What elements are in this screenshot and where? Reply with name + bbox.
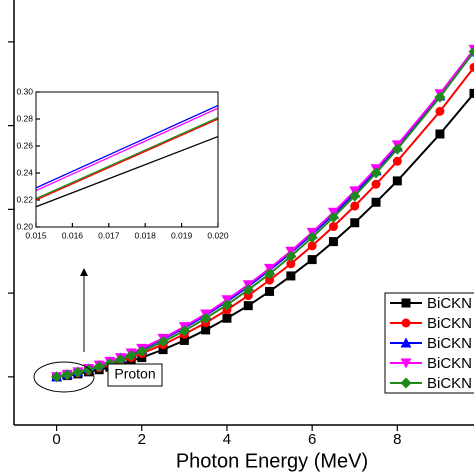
marker xyxy=(307,241,317,251)
x-tick-label: 8 xyxy=(393,431,401,448)
marker xyxy=(265,275,275,285)
marker xyxy=(61,369,73,381)
marker xyxy=(243,301,253,311)
marker xyxy=(370,167,382,179)
marker xyxy=(391,143,403,155)
marker xyxy=(51,371,63,383)
marker xyxy=(179,335,189,345)
marker xyxy=(201,325,211,335)
x-tick-label: 4 xyxy=(223,431,231,448)
x-tick-label: 0.019 xyxy=(171,230,193,240)
highlight-ellipse xyxy=(33,361,95,393)
inset-plot: 0.015 0.016 0.017 0.018 0.019 0.020 0.20 0.22 0.… xyxy=(16,86,228,240)
marker xyxy=(114,354,126,366)
marker xyxy=(401,298,411,308)
legend-label: BiCKN xyxy=(427,295,472,312)
marker xyxy=(434,91,446,103)
marker xyxy=(349,190,361,202)
legend-label: BiCKN xyxy=(427,315,472,332)
marker xyxy=(264,268,276,280)
marker xyxy=(350,201,360,211)
x-tick-label: 0.017 xyxy=(98,230,120,240)
marker xyxy=(371,179,381,189)
marker xyxy=(435,106,445,116)
marker xyxy=(469,88,474,98)
marker xyxy=(178,325,190,337)
marker xyxy=(392,156,402,166)
y-tick-label: 0.20 xyxy=(16,221,33,231)
marker xyxy=(371,197,381,207)
x-tick-label: 0.020 xyxy=(207,230,229,240)
marker xyxy=(468,46,474,58)
marker xyxy=(265,286,275,296)
marker xyxy=(307,255,317,265)
marker xyxy=(328,222,338,232)
y-tick-label: 0.24 xyxy=(16,167,33,177)
annotation: Proton xyxy=(114,366,155,382)
legend-label: BiCKN xyxy=(427,335,472,352)
series-line xyxy=(35,135,219,208)
series-line xyxy=(35,104,219,189)
marker xyxy=(136,345,148,357)
marker xyxy=(327,211,339,223)
x-tick-label: 0 xyxy=(52,431,60,448)
marker xyxy=(242,284,254,296)
marker xyxy=(401,318,411,328)
marker xyxy=(286,259,296,269)
legend-box xyxy=(384,292,474,394)
marker xyxy=(285,250,297,262)
marker xyxy=(435,129,445,139)
x-tick-label: 0.015 xyxy=(25,230,47,240)
marker xyxy=(158,345,168,355)
y-tick-label: 0.28 xyxy=(16,113,33,123)
marker xyxy=(400,358,412,369)
marker xyxy=(93,361,105,373)
marker xyxy=(400,377,412,389)
marker xyxy=(286,271,296,281)
marker xyxy=(328,237,338,247)
main-plot: 0 2 4 6 8 xyxy=(8,0,474,448)
series-line xyxy=(35,118,219,201)
marker xyxy=(125,349,137,361)
marker xyxy=(400,337,412,348)
x-axis-label: Photon Energy (MeV) xyxy=(176,450,368,472)
y-tick-label: 0.30 xyxy=(16,86,33,96)
x-tick-label: 0.018 xyxy=(135,230,157,240)
series-group xyxy=(35,104,219,208)
marker xyxy=(350,218,360,228)
x-tick-label: 6 xyxy=(308,431,316,448)
marker xyxy=(157,336,169,348)
marker xyxy=(221,299,233,311)
marker xyxy=(306,231,318,243)
legend: BiCKN BiCKN BiCKN BiCKN BiCKN xyxy=(384,292,474,394)
inset-frame xyxy=(35,91,219,228)
x-tick-label: 2 xyxy=(138,431,146,448)
series-line xyxy=(35,117,219,200)
legend-label: BiCKN xyxy=(427,375,472,392)
marker xyxy=(72,366,84,378)
y-tick-label: 0.22 xyxy=(16,194,33,204)
marker xyxy=(392,176,402,186)
y-tick-label: 0.26 xyxy=(16,140,33,150)
series-group xyxy=(51,44,474,383)
marker xyxy=(469,62,474,72)
series-line xyxy=(35,107,219,192)
marker xyxy=(222,313,232,323)
legend-label: BiCKN xyxy=(427,355,472,372)
marker xyxy=(243,291,253,301)
annotation-box xyxy=(107,363,163,387)
x-tick-label: 0.016 xyxy=(62,230,84,240)
marker xyxy=(200,312,212,324)
